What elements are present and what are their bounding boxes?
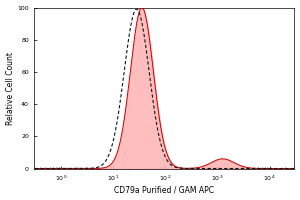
Y-axis label: Relative Cell Count: Relative Cell Count [6,52,15,125]
X-axis label: CD79a Purified / GAM APC: CD79a Purified / GAM APC [114,185,214,194]
